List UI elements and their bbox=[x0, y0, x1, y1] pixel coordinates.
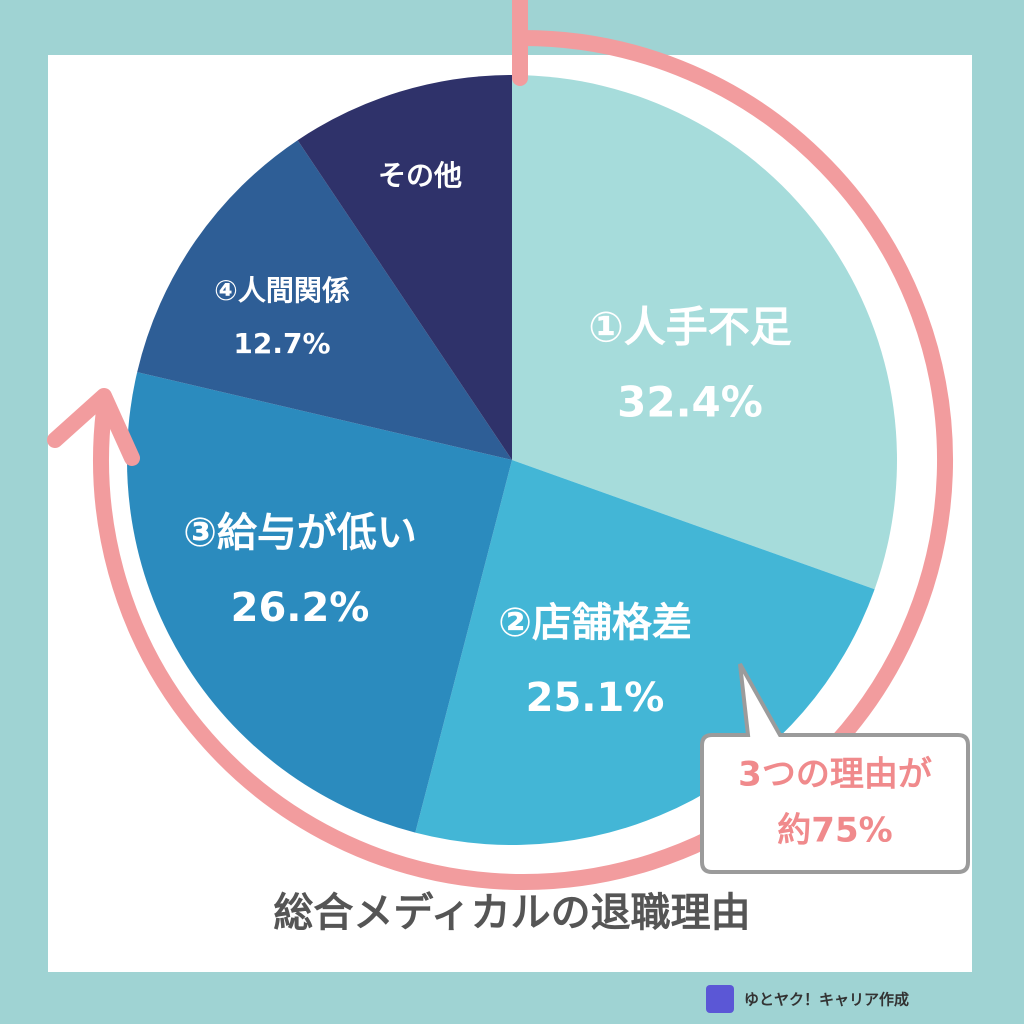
callout-box bbox=[700, 663, 970, 874]
slice bbox=[512, 75, 897, 590]
slice-label: ④人間関係 bbox=[214, 274, 350, 307]
credit: ゆとヤク！キャリア作成 bbox=[744, 991, 909, 1009]
slice-label: ①人手不足 bbox=[588, 303, 792, 352]
slice bbox=[137, 140, 512, 460]
labels: ①人手不足 32.4% ②店舗格差 25.1% ③給与が低い 26.2% ④人間関係 12.7… bbox=[183, 159, 792, 721]
value-label: 25.1% bbox=[526, 675, 665, 721]
pie bbox=[126, 75, 897, 845]
slice bbox=[297, 75, 512, 460]
slice-label: ②店舗格差 bbox=[498, 600, 692, 646]
slice bbox=[126, 372, 512, 833]
callout-text: 約75% bbox=[777, 811, 892, 851]
slice-label: ③給与が低い bbox=[183, 510, 417, 556]
value-label: 32.4% bbox=[617, 378, 763, 427]
chart-title: 総合メディカルの退職理由 bbox=[273, 890, 750, 936]
logo bbox=[706, 985, 734, 1013]
callout-text: 3つの理由が bbox=[738, 755, 932, 795]
arrow-head bbox=[47, 388, 140, 466]
value-label: 26.2% bbox=[231, 585, 370, 631]
slice-label: その他 bbox=[378, 159, 462, 192]
value-label: 12.7% bbox=[233, 327, 330, 360]
